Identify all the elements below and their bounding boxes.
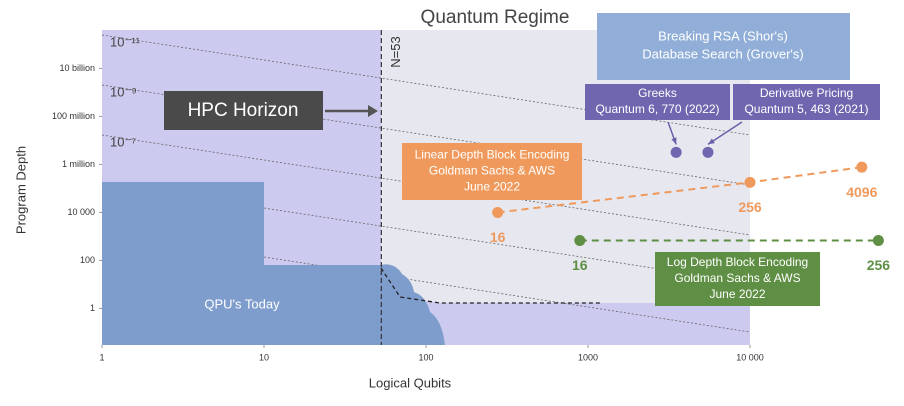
point-label: 256 <box>738 199 762 215</box>
data-point <box>702 146 714 158</box>
x-axis-label: Logical Qubits <box>369 375 452 390</box>
point-label: 16 <box>490 229 506 245</box>
data-point <box>492 206 504 218</box>
hpc-box <box>164 91 323 130</box>
qpu-region <box>102 182 445 345</box>
annotation-text: June 2022 <box>709 287 765 301</box>
regime-text: Database Search (Grover's) <box>642 46 803 61</box>
y-tick-label: 10 000 <box>67 207 95 217</box>
annotation-arrow-head <box>707 138 715 145</box>
point-label: 256 <box>867 257 891 273</box>
annotation-box <box>585 84 730 120</box>
annotation-text: Quantum 5, 463 (2021) <box>744 102 868 116</box>
y-tick-label: 100 million <box>52 111 95 121</box>
annotation-text: Quantum 6, 770 (2022) <box>595 102 719 116</box>
annotation-text: Derivative Pricing <box>760 86 853 100</box>
chart-title: Quantum Regime <box>421 7 570 28</box>
annotation-box <box>733 84 880 120</box>
annotation-text: Linear Depth Block Encoding <box>415 148 570 162</box>
regime-box <box>597 13 850 80</box>
annotation-box <box>402 143 582 200</box>
depth-line <box>101 134 751 236</box>
annotation-arrow-head <box>671 137 677 145</box>
annotation-text: Goldman Sachs & AWS <box>674 271 800 285</box>
hpc-label: HPC Horizon <box>188 100 299 121</box>
data-point <box>574 234 586 246</box>
x-tick-label: 1 <box>99 352 104 362</box>
depth-line-label: 10⁻⁹ <box>110 84 137 99</box>
annotation-text: Greeks <box>638 86 677 100</box>
depth-line <box>101 34 751 136</box>
x-tick-label: 100 <box>418 352 433 362</box>
point-label: 16 <box>572 257 588 273</box>
n53-label: N=53 <box>388 36 403 67</box>
x-tick-label: 1000 <box>578 352 598 362</box>
y-tick-label: 10 billion <box>59 63 95 73</box>
depth-line-label: 10⁻¹¹ <box>110 34 141 49</box>
qpu-frontier <box>380 267 600 304</box>
x-tick-label: 10 000 <box>736 352 764 362</box>
data-point <box>872 234 884 246</box>
qpu-label: QPU's Today <box>204 296 280 311</box>
y-tick-label: 100 <box>80 255 95 265</box>
data-point <box>856 161 868 173</box>
data-point <box>744 176 756 188</box>
data-point <box>670 146 682 158</box>
annotation-text: Goldman Sachs & AWS <box>429 164 555 178</box>
depth-line-label: 10⁻⁷ <box>110 134 136 149</box>
x-tick-label: 10 <box>259 352 269 362</box>
annotation-text: June 2022 <box>464 180 520 194</box>
annotation-arrow <box>707 121 743 145</box>
annotation-text: Log Depth Block Encoding <box>667 255 808 269</box>
hpc-arrow-head <box>368 105 378 117</box>
y-tick-label: 1 <box>90 303 95 313</box>
y-axis-label: Program Depth <box>13 146 28 234</box>
regime-text: Breaking RSA (Shor's) <box>658 28 788 43</box>
point-label: 4096 <box>846 184 877 200</box>
annotation-box <box>655 252 820 306</box>
y-tick-label: 1 million <box>62 159 95 169</box>
quantum-low-region <box>381 268 750 345</box>
